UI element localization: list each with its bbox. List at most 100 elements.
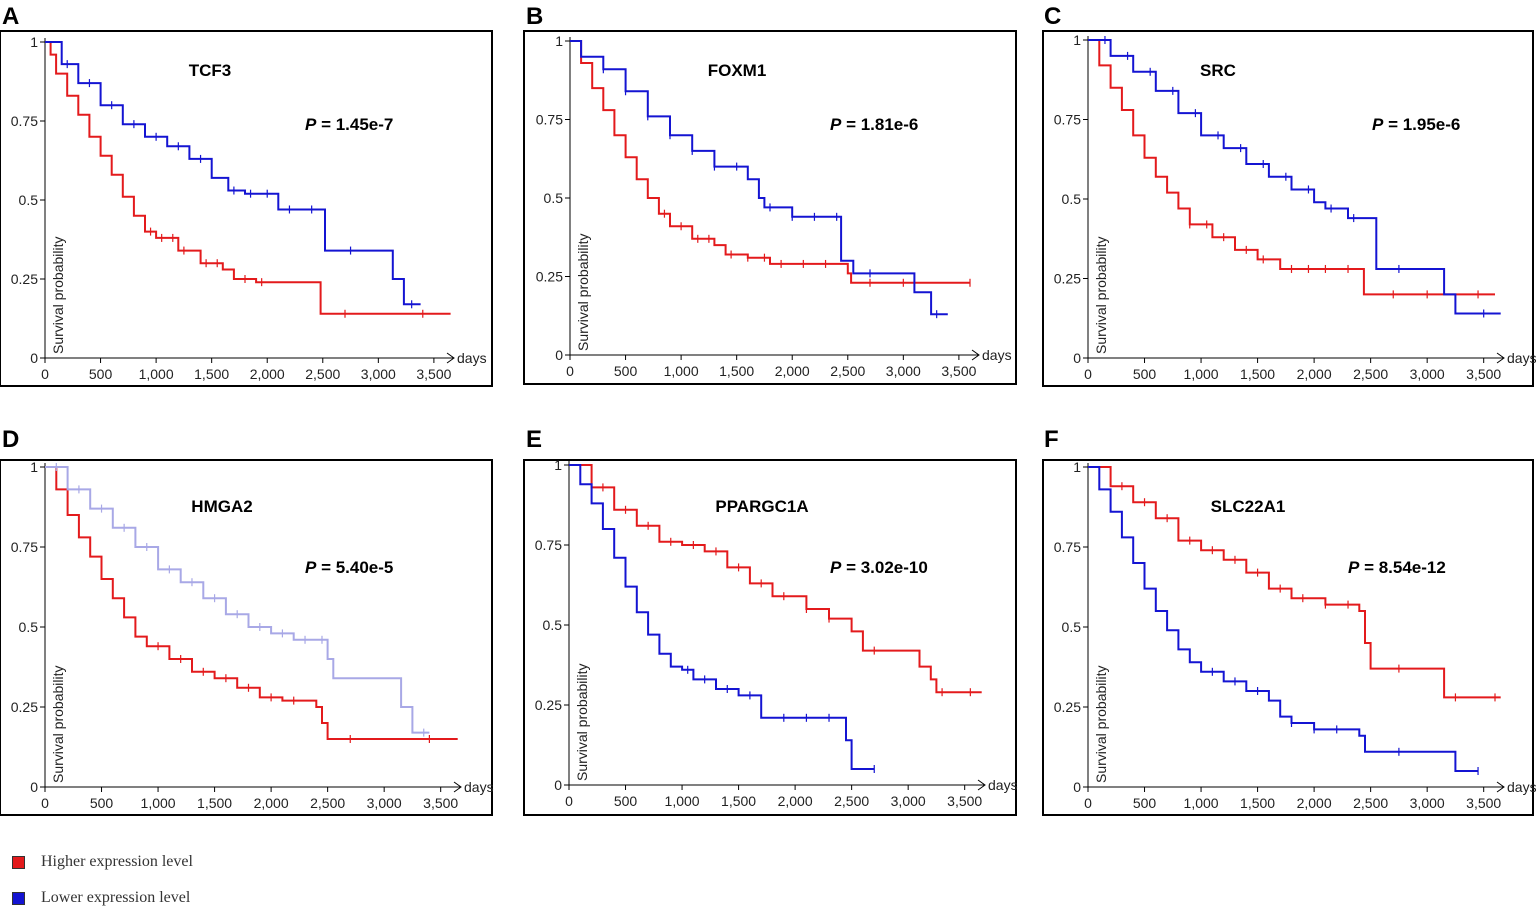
x-tick-label-e: 500 bbox=[614, 793, 638, 809]
y-tick-label-b: 1 bbox=[555, 33, 563, 49]
p-value-text-d: = 5.40e-5 bbox=[316, 558, 393, 577]
panel-f: F 0 0.25 0.5 0.75 1 0 500 1,000 1,500 2,000 2,500 3,… bbox=[1042, 426, 1536, 816]
y-tick-label-d: 0.5 bbox=[19, 619, 39, 635]
y-axis-label-f: Survival probability bbox=[1093, 666, 1109, 784]
legend-item-lower: Lower expression level bbox=[12, 880, 193, 916]
x-tick-label-e: 0 bbox=[565, 793, 573, 809]
x-tick-label-c: 3,000 bbox=[1410, 366, 1445, 382]
plot-frame-e bbox=[523, 459, 1017, 816]
p-value-symbol-f: P bbox=[1348, 558, 1360, 577]
y-tick-label-c: 0.75 bbox=[1054, 112, 1081, 128]
x-tick-label-d: 2,500 bbox=[310, 795, 345, 811]
x-tick-label-f: 0 bbox=[1084, 795, 1092, 811]
y-tick-label-a: 1 bbox=[30, 34, 38, 50]
x-tick-label-f: 2,000 bbox=[1297, 795, 1332, 811]
panel-letter-b: B bbox=[526, 3, 543, 30]
x-tick-label-c: 0 bbox=[1084, 366, 1092, 382]
x-tick-label-f: 1,500 bbox=[1240, 795, 1275, 811]
p-value-c: P = 1.95e-6 bbox=[1372, 115, 1460, 134]
y-tick-label-c: 0.25 bbox=[1054, 271, 1081, 287]
y-tick-label-d: 0 bbox=[30, 779, 38, 795]
x-tick-label-e: 2,500 bbox=[834, 793, 869, 809]
x-tick-label-c: 3,500 bbox=[1466, 366, 1501, 382]
legend-label-lower: Lower expression level bbox=[41, 889, 191, 906]
y-tick-label-b: 0.75 bbox=[536, 112, 563, 128]
km-curve-higher-a bbox=[45, 41, 451, 315]
y-axis-label-e: Survival probability bbox=[574, 664, 590, 782]
km-curve-lower-a bbox=[45, 41, 421, 306]
km-curve-higher-c bbox=[1088, 39, 1495, 296]
p-value-text-c: = 1.95e-6 bbox=[1383, 115, 1460, 134]
y-axis-label-b: Survival probability bbox=[575, 234, 591, 352]
p-value-symbol-a: P bbox=[305, 115, 317, 134]
y-tick-label-e: 0 bbox=[554, 777, 562, 793]
x-tick-label-c: 1,000 bbox=[1184, 366, 1219, 382]
x-tick-label-c: 2,000 bbox=[1297, 366, 1332, 382]
gene-title-a: TCF3 bbox=[189, 61, 232, 80]
panel-letter-d: D bbox=[2, 426, 19, 453]
km-curve-lower-f bbox=[1088, 466, 1478, 772]
x-axis-arrow-f bbox=[1496, 781, 1505, 793]
figure-legend: Higher expression level Lower expression… bbox=[12, 844, 193, 916]
plot-frame-a bbox=[0, 30, 493, 387]
y-tick-label-b: 0.25 bbox=[536, 269, 563, 285]
x-tick-label-b: 3,500 bbox=[941, 363, 976, 379]
legend-label-higher: Higher expression level bbox=[41, 853, 193, 870]
x-axis-label-e: days bbox=[988, 777, 1018, 793]
p-value-e: P = 3.02e-10 bbox=[830, 558, 928, 577]
plot-frame-c bbox=[1042, 30, 1534, 387]
x-tick-label-d: 3,000 bbox=[367, 795, 402, 811]
panel-letter-a: A bbox=[2, 3, 19, 30]
y-tick-label-c: 0 bbox=[1073, 350, 1081, 366]
y-tick-label-e: 1 bbox=[554, 457, 562, 473]
y-axis-label-c: Survival probability bbox=[1093, 237, 1109, 355]
x-tick-label-b: 500 bbox=[614, 363, 638, 379]
y-tick-label-d: 1 bbox=[30, 459, 38, 475]
x-tick-label-c: 1,500 bbox=[1240, 366, 1275, 382]
x-tick-label-a: 500 bbox=[89, 366, 113, 382]
x-axis-label-c: days bbox=[1507, 350, 1536, 366]
panel-e: E 0 0.25 0.5 0.75 1 0 500 1,000 1,500 2,000 2,500 3,… bbox=[523, 426, 1018, 816]
p-value-symbol-c: P bbox=[1372, 115, 1384, 134]
x-tick-label-d: 3,500 bbox=[423, 795, 458, 811]
p-value-text-b: = 1.81e-6 bbox=[841, 115, 918, 134]
y-tick-label-b: 0.5 bbox=[544, 190, 564, 206]
x-tick-label-d: 1,500 bbox=[197, 795, 232, 811]
panel-c: C 0 0.25 0.5 0.75 1 0 500 1,000 1,500 2,000 2,500 3,… bbox=[1042, 3, 1536, 387]
x-axis-arrow-d bbox=[453, 781, 462, 793]
km-curve-higher-b bbox=[570, 40, 970, 284]
x-tick-label-b: 1,000 bbox=[664, 363, 699, 379]
y-tick-label-a: 0.25 bbox=[11, 271, 38, 287]
y-axis-label-a: Survival probability bbox=[50, 237, 66, 355]
y-tick-label-a: 0.5 bbox=[19, 192, 39, 208]
y-axis-label-d: Survival probability bbox=[50, 666, 66, 784]
panel-letter-c: C bbox=[1044, 3, 1061, 30]
km-curve-lower-d bbox=[45, 466, 430, 734]
x-tick-label-b: 0 bbox=[566, 363, 574, 379]
gene-title-f: SLC22A1 bbox=[1211, 497, 1286, 516]
x-tick-label-f: 3,500 bbox=[1466, 795, 1501, 811]
y-tick-label-f: 0.75 bbox=[1054, 539, 1081, 555]
gene-title-b: FOXM1 bbox=[708, 61, 767, 80]
y-tick-label-e: 0.5 bbox=[543, 617, 563, 633]
panel-d: D 0 0.25 0.5 0.75 1 0 500 1,000 1,500 2,000 2,500 3,… bbox=[0, 426, 494, 816]
panel-b: B 0 0.25 0.5 0.75 1 0 500 1,000 1,500 2,000 2,500 3,… bbox=[523, 3, 1017, 385]
y-tick-label-e: 0.25 bbox=[535, 697, 562, 713]
plot-frame-f bbox=[1042, 459, 1534, 816]
x-tick-label-a: 3,000 bbox=[361, 366, 396, 382]
legend-swatch-higher bbox=[12, 855, 25, 869]
y-tick-label-f: 0.25 bbox=[1054, 699, 1081, 715]
x-tick-label-e: 1,000 bbox=[665, 793, 700, 809]
gene-title-c: SRC bbox=[1200, 61, 1236, 80]
p-value-symbol-b: P bbox=[830, 115, 842, 134]
y-tick-label-e: 0.75 bbox=[535, 537, 562, 553]
km-curve-higher-f bbox=[1088, 466, 1501, 699]
x-tick-label-c: 500 bbox=[1133, 366, 1157, 382]
x-axis-arrow-a bbox=[446, 352, 455, 364]
y-tick-label-d: 0.25 bbox=[11, 699, 38, 715]
p-value-a: P = 1.45e-7 bbox=[305, 115, 393, 134]
x-axis-arrow-c bbox=[1496, 352, 1505, 364]
plot-frame-d bbox=[0, 459, 493, 816]
x-tick-label-f: 500 bbox=[1133, 795, 1157, 811]
